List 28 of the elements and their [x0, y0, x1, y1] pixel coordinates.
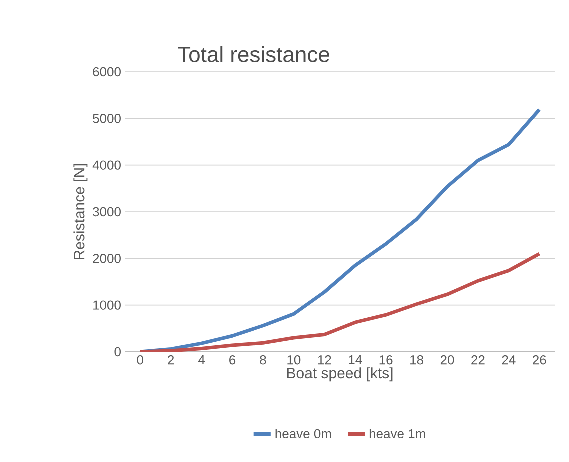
x-tick-label: 4 [198, 356, 206, 364]
x-tick-label: 22 [472, 356, 485, 365]
x-tick-label: 0 [137, 356, 144, 365]
y-tick-label: 6000 [93, 67, 121, 77]
legend-label: heave 0m [276, 428, 332, 439]
y-tick-label: 2000 [93, 254, 121, 264]
x-tick-label: 16 [380, 356, 393, 365]
line-series [138, 252, 542, 352]
y-tick-label: 1000 [94, 300, 121, 310]
x-tick-label: 8 [260, 356, 266, 365]
y-axis-title: Resistance [N] [74, 164, 88, 260]
x-axis-title: Boat speed [kts] [287, 368, 393, 382]
x-tick-label: 18 [410, 356, 424, 365]
x-tick-label: 14 [349, 356, 362, 364]
x-tick-label: 12 [318, 356, 332, 365]
x-tick-label: 6 [230, 356, 236, 365]
chart-title: Total resistance [178, 46, 330, 62]
x-tick-label: 2 [168, 356, 174, 365]
x-tick-label: 20 [440, 356, 454, 365]
y-tick-label: 5000 [93, 114, 121, 124]
x-tick-label: 10 [288, 356, 301, 365]
legend-label: heave 1m [370, 428, 426, 439]
line-series [138, 108, 542, 352]
x-tick-label: 24 [502, 356, 516, 365]
x-tick-label: 26 [533, 356, 546, 365]
y-tick-label: 4000 [92, 160, 121, 170]
y-tick-label: 0 [114, 347, 121, 357]
y-tick-label: 3000 [93, 207, 121, 217]
